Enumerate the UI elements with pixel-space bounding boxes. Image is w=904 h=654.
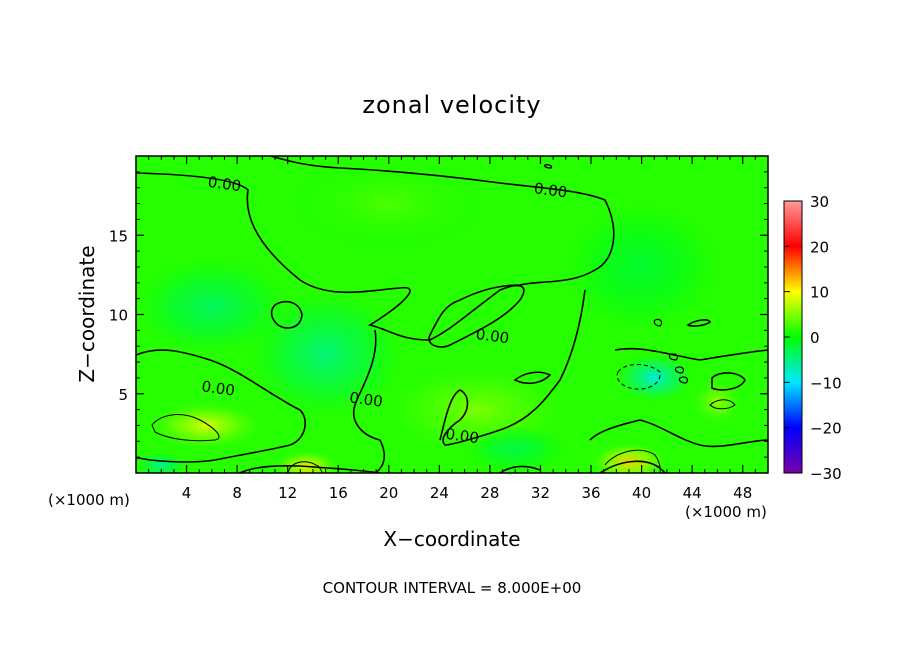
y-axis-ticks: 5 10 15 (109, 171, 768, 458)
contour-small-6 (544, 164, 553, 169)
contour-zero-right (439, 289, 586, 446)
contour-label: 0.00 (475, 325, 511, 347)
contour-zero-center (353, 329, 385, 473)
contour-zero-east (614, 347, 768, 361)
field-blob (692, 377, 743, 426)
x-tick-label: 28 (480, 484, 499, 502)
contour-label: 0.00 (200, 377, 236, 399)
x-tick-label: 12 (278, 484, 297, 502)
x-unit-left: (×1000 m) (48, 491, 130, 509)
field-blob (464, 425, 566, 473)
colorbar-tick-label: −30 (810, 465, 842, 483)
contour-zero-bottom (239, 465, 381, 473)
field-blob (591, 442, 667, 473)
contour-zero-top (136, 156, 615, 348)
chart-title: zonal velocity (362, 91, 541, 119)
field-blob (565, 203, 718, 331)
contour-pos-loop1 (151, 414, 220, 442)
contour-interval-note: CONTOUR INTERVAL = 8.000E+00 (323, 579, 582, 597)
contour-zero-mid (136, 349, 306, 463)
contour-small-1 (653, 318, 663, 327)
contour-zero-loop2 (711, 372, 746, 391)
x-tick-label: 32 (531, 484, 550, 502)
contour-small-4 (674, 366, 685, 374)
colorbar-tick-label: −10 (810, 374, 842, 392)
contour-zero-mid2 (513, 371, 552, 385)
contour-label: 0.00 (348, 388, 384, 410)
contour-label: 0.00 (444, 425, 480, 447)
field-blob (616, 354, 693, 402)
field-blob (287, 156, 490, 252)
contour-label: 0.00 (533, 179, 569, 201)
y-tick-label: 15 (109, 227, 128, 245)
x-axis-ticks: 4 8 12 16 20 24 28 32 36 40 44 48 (148, 156, 756, 502)
plot-area: 0.00 0.00 0.00 0.00 0.00 0.00 (136, 156, 768, 473)
y-axis-label: Z−coordinate (75, 245, 99, 382)
x-tick-label: 4 (182, 484, 192, 502)
contour-lines (136, 156, 768, 473)
contour-small-2 (686, 319, 712, 327)
x-tick-label: 44 (683, 484, 702, 502)
x-tick-label: 16 (329, 484, 348, 502)
colorbar-tick-label: 10 (810, 284, 829, 302)
contour-neg-loop (616, 364, 661, 390)
contour-small-3 (668, 353, 679, 361)
contour-zero-loop1 (270, 300, 303, 329)
field-blob (136, 452, 187, 473)
x-unit-right: (×1000 m) (685, 503, 767, 521)
y-tick-label: 10 (109, 307, 128, 325)
x-tick-label: 8 (232, 484, 242, 502)
y-tick-label: 5 (118, 386, 128, 404)
x-tick-label: 20 (379, 484, 398, 502)
contour-small-5 (678, 376, 689, 384)
colorbar-tick-label: 20 (810, 238, 829, 256)
x-axis-label: X−coordinate (383, 527, 520, 551)
colorbar-tick-label: 30 (810, 193, 829, 211)
x-tick-label: 36 (581, 484, 600, 502)
contour-labels: 0.00 0.00 0.00 0.00 0.00 0.00 (200, 173, 568, 447)
colorbar-tick-label: −20 (810, 420, 842, 438)
contour-pos-loop4 (709, 399, 736, 410)
colorbar-ticks: 30 20 10 0 −10 −20 −30 (784, 193, 842, 483)
field-blob (136, 259, 288, 355)
x-tick-label: 48 (733, 484, 752, 502)
contour-zero-lower (589, 419, 768, 448)
x-tick-label: 40 (632, 484, 651, 502)
field-blob (148, 401, 263, 450)
colorbar-tick-label: 0 (810, 329, 820, 347)
x-tick-label: 24 (430, 484, 449, 502)
contour-pos-loop3 (604, 449, 661, 473)
contour-label: 0.00 (207, 173, 243, 195)
